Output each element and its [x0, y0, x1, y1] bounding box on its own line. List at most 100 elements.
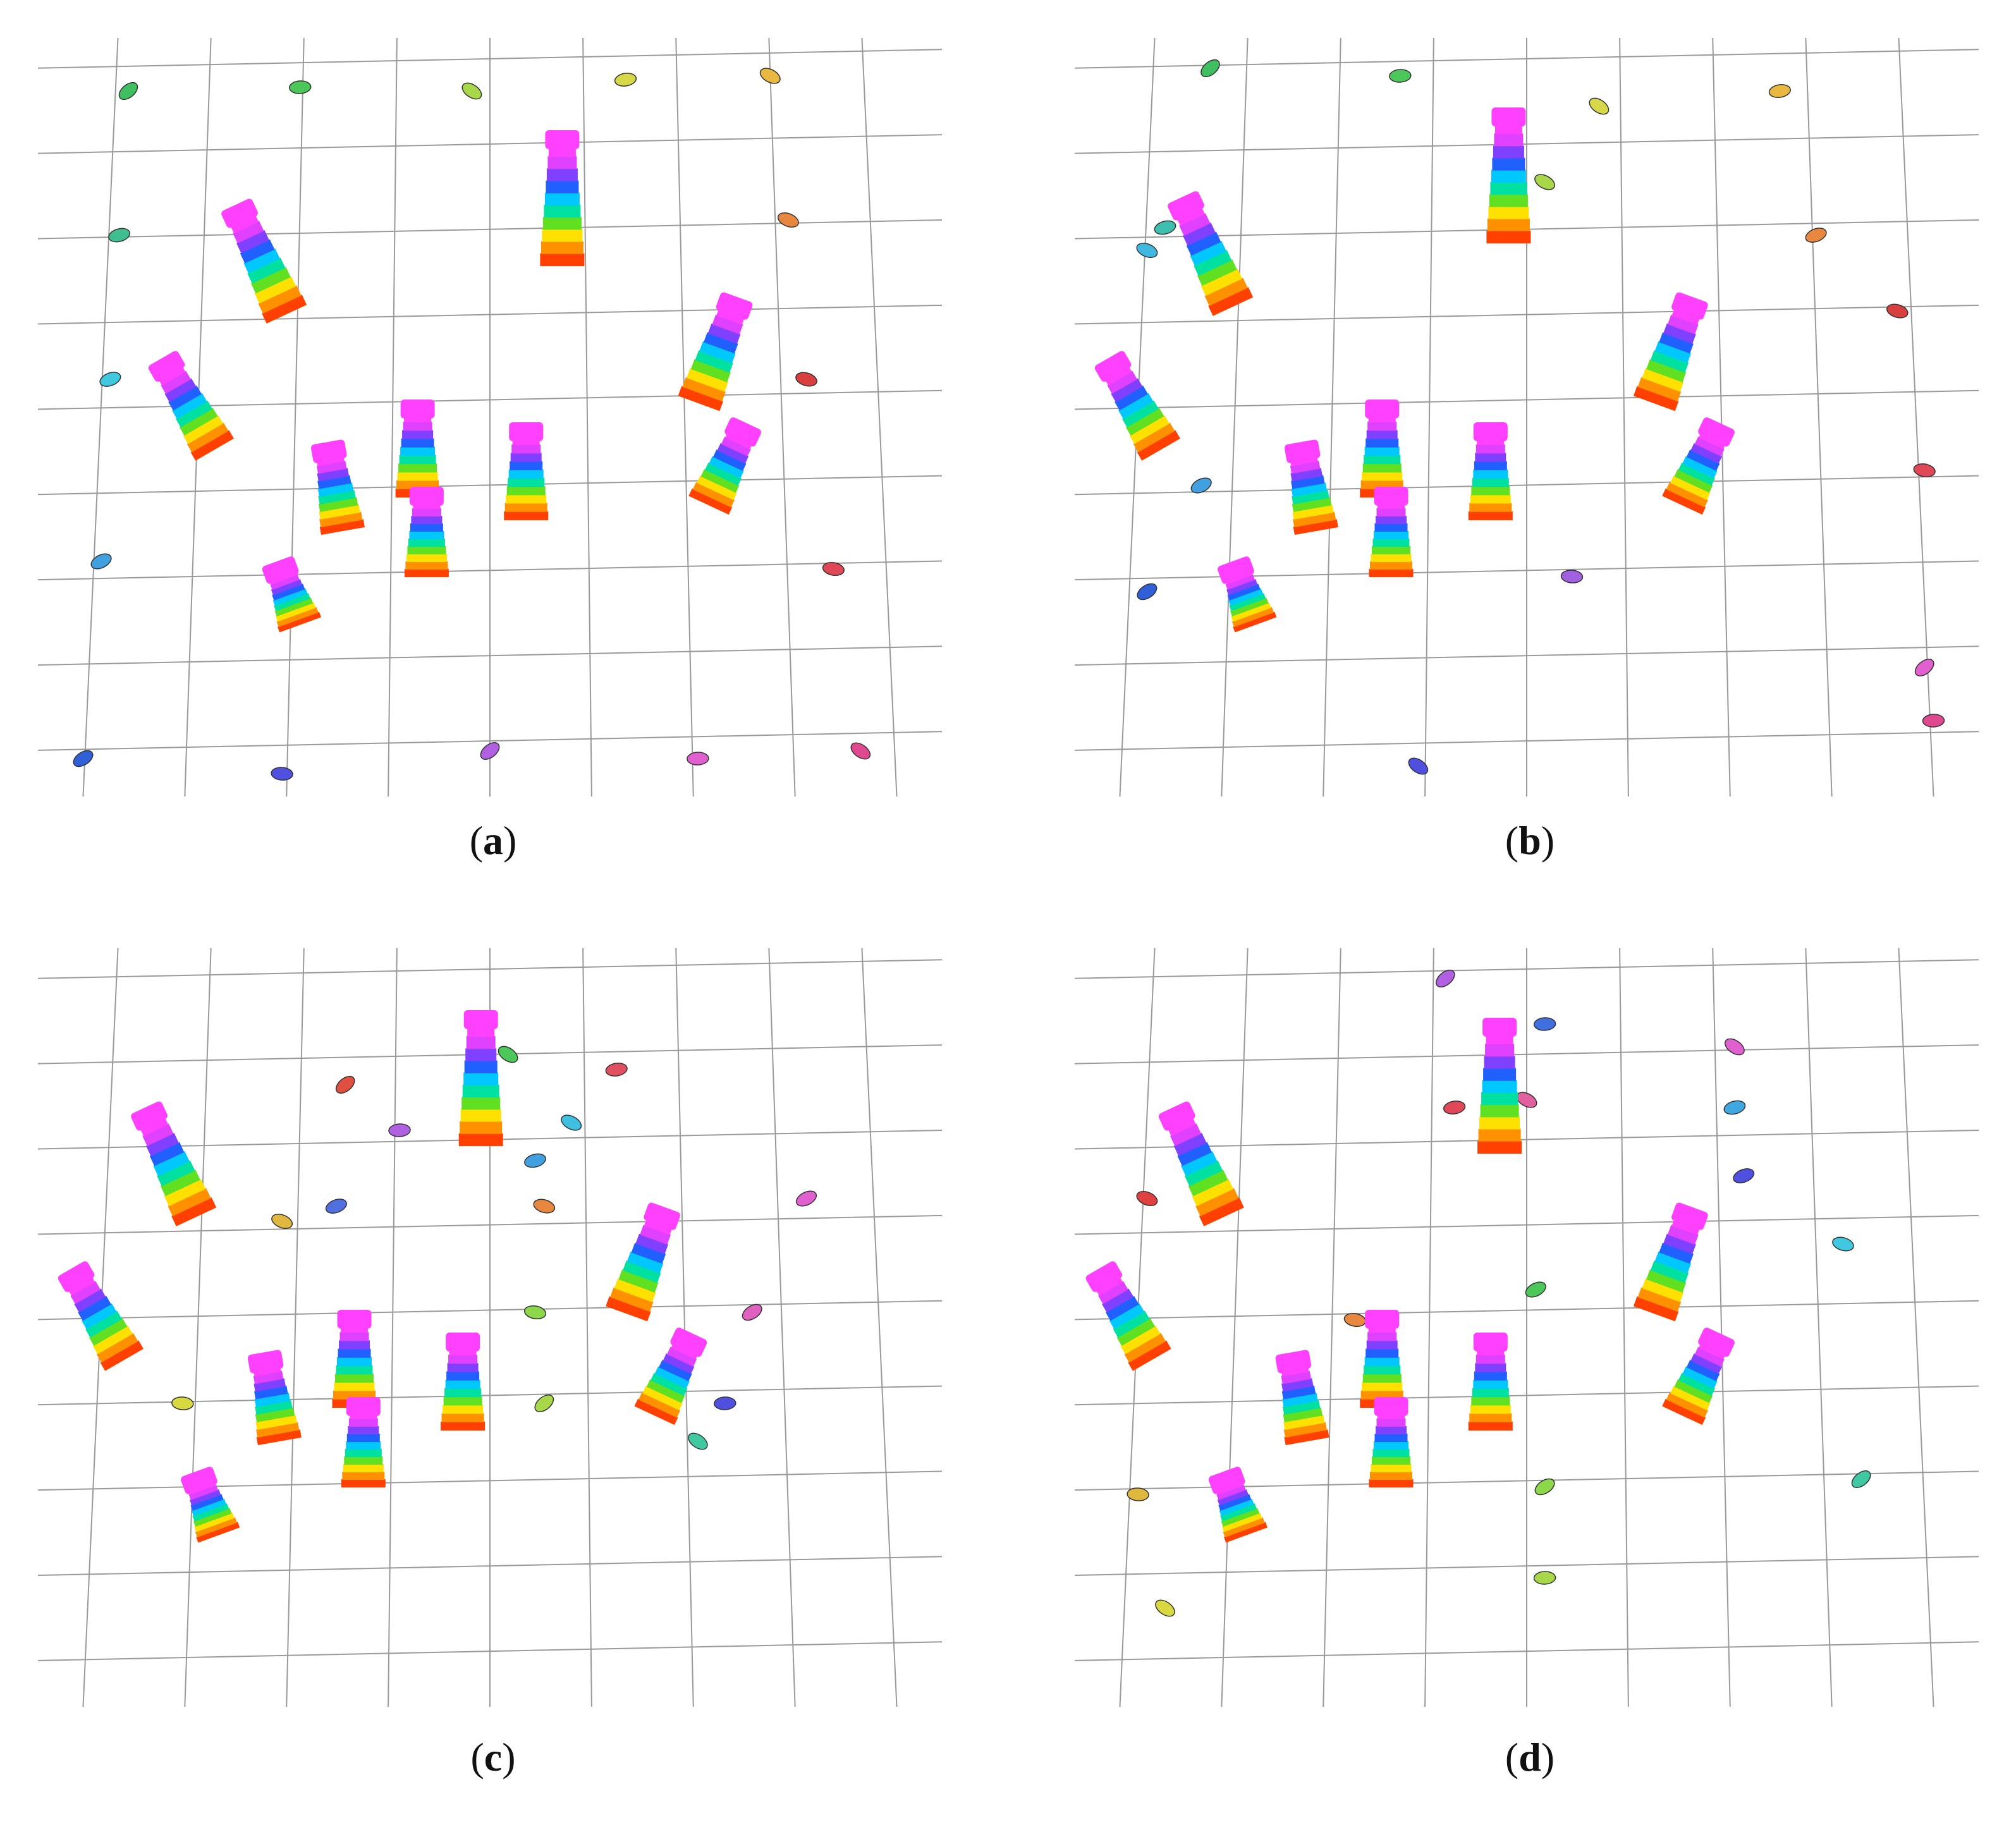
- voxel-layer: [682, 377, 726, 402]
- voxel-layer: [1192, 1178, 1233, 1207]
- voxel-layer: [699, 341, 736, 363]
- voxel-layer: [688, 488, 733, 515]
- marker: [822, 561, 845, 577]
- voxel-layer: [346, 1441, 381, 1450]
- voxel-layer: [1362, 1374, 1402, 1383]
- voxel-layer: [606, 1296, 651, 1322]
- voxel-layer: [638, 1392, 681, 1418]
- voxel-top: [1698, 417, 1735, 447]
- voxel-layer: [1282, 1393, 1318, 1407]
- voxel-layer: [407, 546, 446, 554]
- voxel-layer: [508, 469, 544, 479]
- voxel-layer: [145, 1132, 179, 1156]
- grid-line-vertical: [1712, 38, 1731, 797]
- voxel-layer: [316, 460, 347, 474]
- voxel-layer: [274, 597, 314, 617]
- voxel-layer: [1173, 1132, 1207, 1156]
- voxel-layer: [276, 602, 316, 622]
- voxel-layer: [1366, 430, 1398, 439]
- voxel-layer: [1633, 1296, 1679, 1322]
- voxel-layer: [411, 516, 443, 524]
- voxel-layer: [1488, 206, 1529, 219]
- voxel-top: [400, 400, 435, 418]
- voxel-layer: [348, 1426, 379, 1434]
- voxel-layer: [692, 482, 735, 508]
- voxel-layer: [1374, 531, 1408, 539]
- voxel-layer: [171, 1197, 217, 1226]
- voxel-layer: [1113, 1310, 1150, 1338]
- voxel-object: [504, 422, 549, 520]
- voxel-layer: [542, 217, 582, 230]
- voxel-layer: [1472, 478, 1509, 487]
- voxel-layer: [250, 267, 291, 294]
- voxel-layer: [397, 472, 438, 481]
- voxel-layer: [511, 444, 541, 454]
- voxel-layer: [510, 453, 542, 462]
- voxel-layer: [1364, 1365, 1401, 1375]
- voxel-top: [58, 1261, 95, 1292]
- voxel-layer: [1195, 1188, 1239, 1216]
- voxel-layer: [1372, 539, 1410, 547]
- voxel-object: [634, 1328, 707, 1425]
- voxel-layer: [1492, 157, 1525, 171]
- voxel-layer: [1493, 145, 1524, 159]
- voxel-layer: [1484, 1056, 1515, 1069]
- voxel-layer: [707, 323, 741, 345]
- voxel-layer: [1124, 1333, 1166, 1363]
- grid-line-horizontal: [1075, 389, 1979, 410]
- voxel-layer: [651, 1372, 688, 1396]
- voxel-layer: [1292, 504, 1334, 520]
- voxel-layer: [1222, 1512, 1262, 1532]
- panel-d-scene: [1075, 948, 1979, 1707]
- voxel-object: [332, 1310, 377, 1408]
- grid-line-horizontal: [38, 1214, 942, 1235]
- voxel-layer: [400, 446, 436, 456]
- voxel-object: [1633, 1202, 1708, 1322]
- grid-line-vertical: [675, 948, 694, 1707]
- voxel-layer: [196, 1522, 240, 1543]
- voxel-top: [446, 1333, 480, 1352]
- voxel-layer: [254, 1385, 288, 1400]
- voxel-layer: [717, 443, 749, 464]
- grid-line-horizontal: [1075, 304, 1979, 325]
- voxel-layer: [1200, 268, 1243, 296]
- marker: [90, 553, 112, 570]
- voxel-layer: [255, 1400, 293, 1415]
- marker: [1886, 303, 1909, 319]
- voxel-layer: [1365, 1348, 1399, 1358]
- voxel-object: [341, 1397, 386, 1487]
- panel-label: c: [484, 1735, 503, 1779]
- voxel-layer: [100, 1340, 144, 1371]
- voxel-layer: [504, 503, 547, 512]
- voxel-layer: [1284, 1429, 1329, 1446]
- voxel-layer: [271, 578, 303, 595]
- voxel-layer: [443, 1405, 484, 1414]
- marker: [524, 1153, 546, 1168]
- voxel-top: [1284, 439, 1321, 463]
- voxel-layer: [70, 1281, 101, 1304]
- voxel-layer: [262, 295, 307, 324]
- voxel-layer: [1690, 1353, 1723, 1374]
- marker: [1136, 243, 1158, 258]
- voxel-layer: [1469, 1413, 1512, 1422]
- voxel-object: [606, 1202, 680, 1322]
- voxel-layer: [1646, 1269, 1687, 1293]
- voxel-layer: [319, 504, 360, 520]
- marker: [1443, 1101, 1466, 1114]
- voxel-layer: [609, 1287, 654, 1312]
- voxel-layer: [1471, 1396, 1510, 1406]
- voxel-object: [1662, 1328, 1735, 1425]
- voxel-layer: [92, 1325, 133, 1355]
- marker: [498, 1046, 518, 1063]
- voxel-layer: [1475, 1363, 1506, 1372]
- voxel-layer: [444, 1388, 482, 1398]
- voxel-layer: [1219, 1498, 1254, 1517]
- voxel-layer: [1374, 1441, 1408, 1450]
- voxel-layer: [1686, 1360, 1720, 1382]
- voxel-layer: [462, 1085, 499, 1098]
- voxel-layer: [1101, 1288, 1134, 1313]
- grid-line-horizontal: [38, 560, 942, 581]
- voxel-object: [221, 198, 307, 324]
- voxel-layer: [678, 386, 724, 412]
- grid-line-horizontal: [38, 49, 942, 69]
